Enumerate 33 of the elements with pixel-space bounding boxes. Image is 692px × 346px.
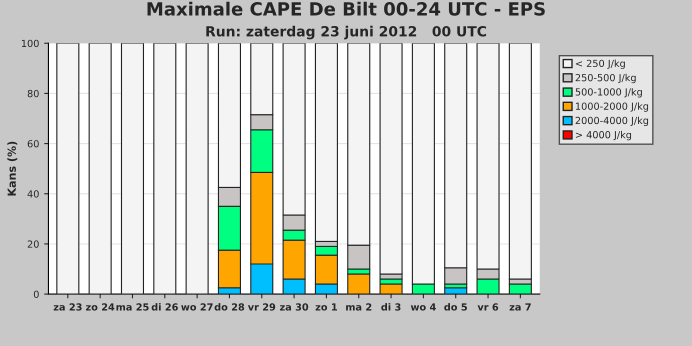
x-tick-label: za 7 [510, 303, 531, 311]
legend-label: 1000-2000 J/kg [576, 102, 648, 112]
y-tick-label: 60 [28, 140, 39, 148]
legend-label: > 4000 J/kg [576, 130, 632, 140]
chart-subtitle: Run: zaterdag 23 juni 2012 00 UTC [206, 26, 486, 40]
x-tick-label: do 5 [444, 303, 467, 311]
x-tick-label: ma 2 [346, 303, 372, 311]
legend-label: 2000-4000 J/kg [576, 116, 648, 126]
x-tick-label: di 3 [381, 303, 401, 311]
x-tick-label: ma 25 [116, 303, 149, 311]
x-tick-label: wo 4 [410, 303, 436, 311]
x-tick-label: di 26 [152, 303, 178, 311]
legend-label: 250-500 J/kg [576, 74, 636, 84]
chart-title: Maximale CAPE De Bilt 00-24 UTC - EPS [148, 2, 545, 16]
x-tick-label: vr 29 [248, 303, 276, 311]
bar [508, 284, 532, 294]
legend-label: < 250 J/kg [576, 60, 625, 69]
x-tick-label: za 23 [54, 303, 82, 311]
x-tick-label: do 28 [214, 303, 244, 311]
legend-label: 500-1000 J/kg [576, 88, 642, 98]
y-tick-label: 80 [28, 90, 39, 98]
x-tick-label: wo 27 [181, 303, 213, 311]
x-tick-label: vr 6 [478, 303, 498, 311]
bar [347, 273, 370, 294]
y-tick-label: 100 [22, 40, 39, 48]
x-tick-label: zo 24 [86, 303, 114, 311]
bar [380, 284, 403, 294]
x-tick-label: zo 1 [316, 303, 337, 311]
y-tick-label: 20 [28, 240, 39, 248]
y-tick-label: 40 [28, 190, 39, 198]
x-tick-label: za 30 [280, 303, 308, 311]
y-tick-label: 0 [34, 290, 39, 298]
y-axis-title: Kans (%) [7, 142, 18, 196]
